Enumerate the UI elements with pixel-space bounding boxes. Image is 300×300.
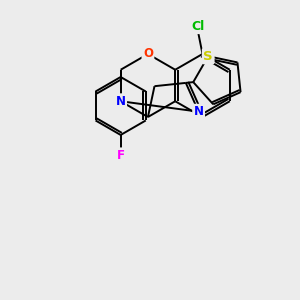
Text: F: F [117, 149, 125, 162]
Text: N: N [194, 105, 204, 118]
Text: N: N [116, 95, 126, 108]
Text: Cl: Cl [191, 20, 205, 33]
Text: S: S [203, 50, 213, 63]
Text: O: O [143, 47, 153, 61]
